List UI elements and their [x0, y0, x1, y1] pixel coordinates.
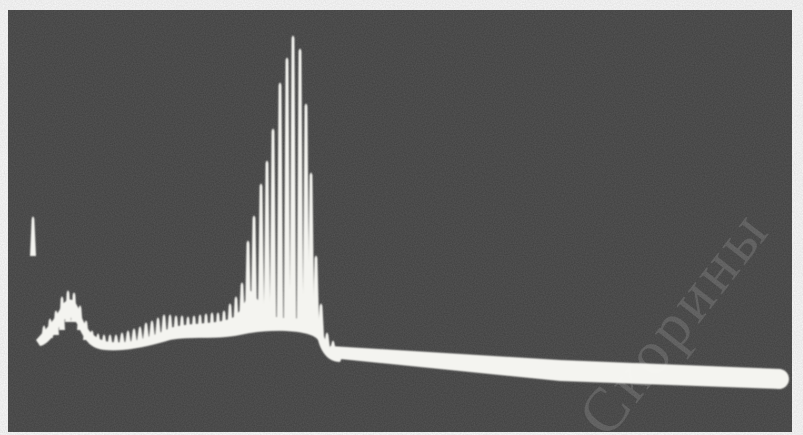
trace-tail-end [769, 369, 789, 389]
page: Скорины (() => { const data = JSON.parse… [0, 0, 803, 435]
oscilloscope-photo: Скорины [0, 0, 803, 435]
